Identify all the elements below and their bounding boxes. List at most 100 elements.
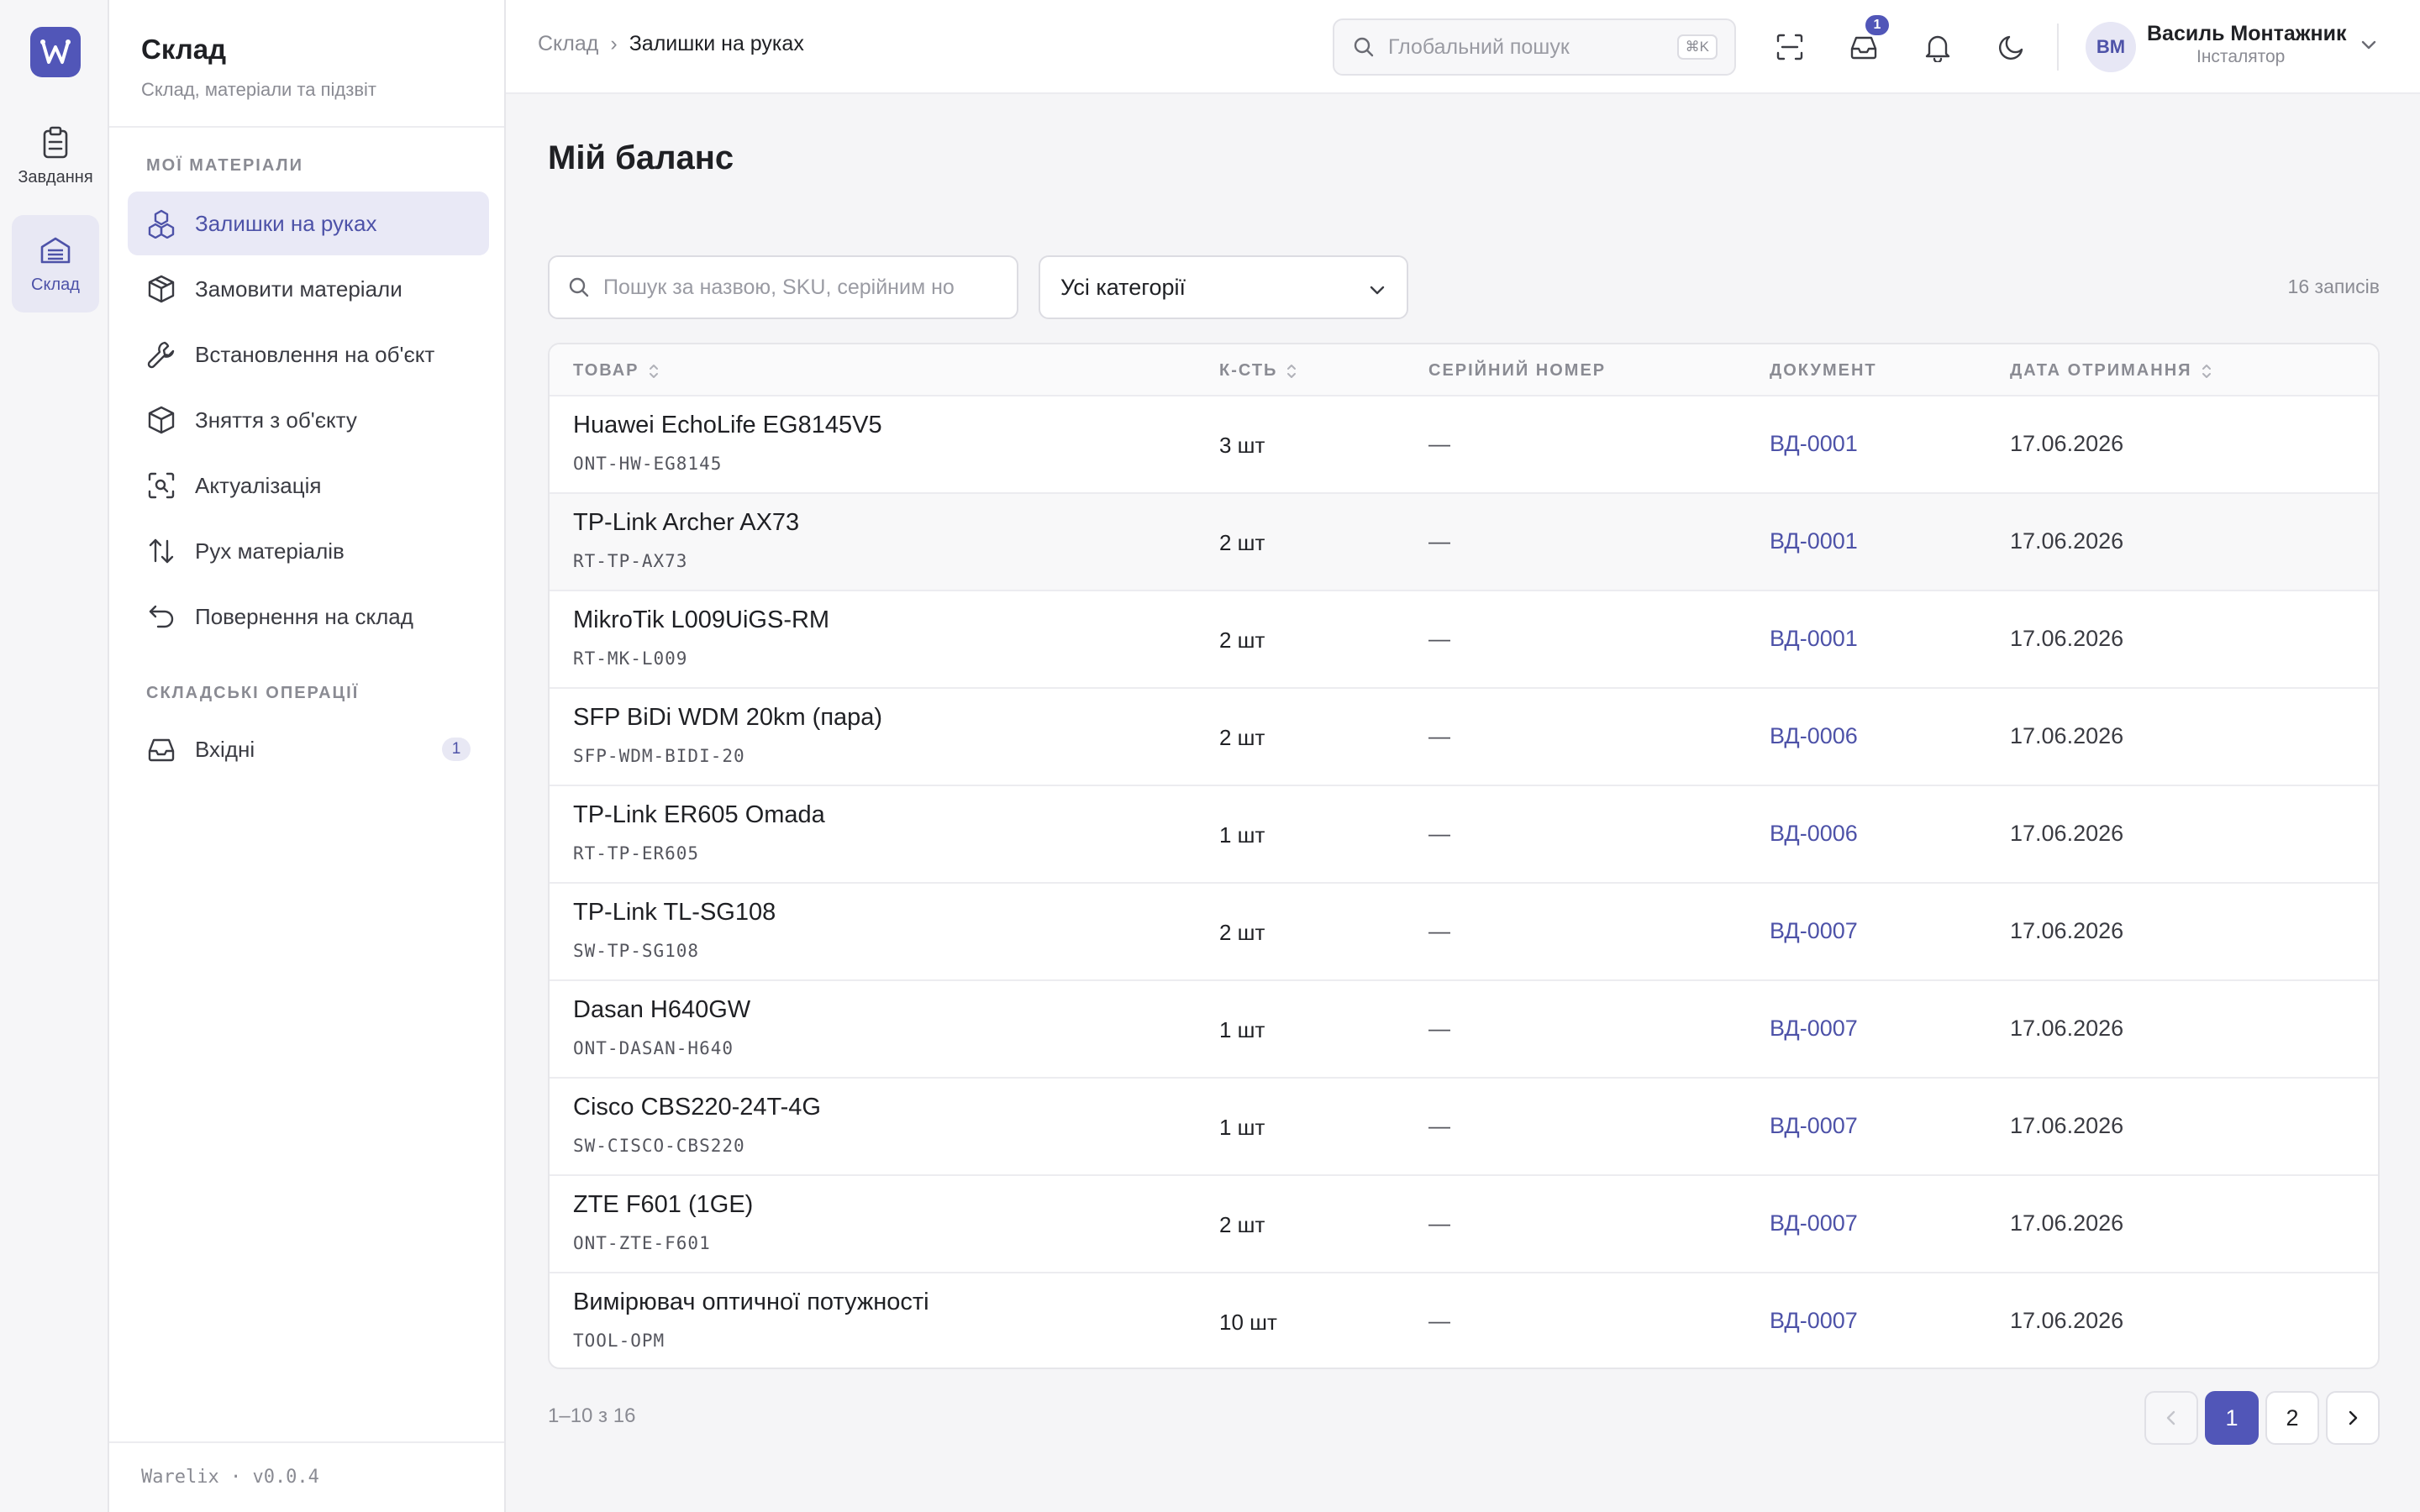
app-logo[interactable] <box>30 27 81 77</box>
document-link[interactable]: ВД-0007 <box>1770 1113 1858 1138</box>
received-date: 17.06.2026 <box>2010 723 2124 748</box>
item-name: MikroTik L009UiGS-RM <box>573 606 830 633</box>
undo-icon <box>146 601 176 632</box>
notifications-button[interactable] <box>1919 29 1956 66</box>
rail-item-tasks[interactable]: Завдання <box>12 108 99 205</box>
document-link[interactable]: ВД-0007 <box>1770 1308 1858 1333</box>
sidebar-item-inbound[interactable]: Вхідні 1 <box>128 717 489 781</box>
icon-rail: Завдання Склад <box>0 0 109 1512</box>
category-select[interactable]: Усі категорії <box>1039 255 1408 319</box>
item-sku: RT-TP-AX73 <box>573 551 688 571</box>
column-header-label: К-СТЬ <box>1219 361 1278 380</box>
scan-button[interactable] <box>1771 29 1808 66</box>
sort-icon <box>2202 364 2211 378</box>
nav-section-warehouse-ops: СКЛАДСЬКІ ОПЕРАЦІЇ <box>146 684 360 702</box>
search-icon <box>569 277 589 297</box>
avatar[interactable]: ВМ <box>2086 22 2136 72</box>
user-role: Інсталятор <box>2196 47 2286 66</box>
table-row[interactable]: TP-Link Archer AX73 RT-TP-AX73 2 шт — ВД… <box>550 494 2378 591</box>
item-sku: ONT-HW-EG8145 <box>573 454 723 474</box>
table-row[interactable]: Huawei EchoLife EG8145V5 ONT-HW-EG8145 3… <box>550 396 2378 494</box>
item-name: SFP BiDi WDM 20km (пара) <box>573 704 883 731</box>
item-serial: — <box>1428 1016 1450 1041</box>
column-header-document: ДОКУМЕНТ <box>1770 361 1877 381</box>
global-search-input[interactable]: Глобальний пошук ⌘K <box>1333 18 1736 76</box>
logo-w-icon <box>40 39 71 64</box>
sidebar-item-order-materials[interactable]: Замовити матеріали <box>128 257 489 321</box>
clipboard-icon <box>43 126 68 158</box>
document-link[interactable]: ВД-0001 <box>1770 626 1858 651</box>
rail-item-label: Склад <box>31 275 80 294</box>
received-date: 17.06.2026 <box>2010 1210 2124 1236</box>
sidebar-item-movements[interactable]: Рух матеріалів <box>128 519 489 583</box>
sidebar-item-actualization[interactable]: Актуалізація <box>128 454 489 517</box>
table-row[interactable]: Dasan H640GW ONT-DASAN-H640 1 шт — ВД-00… <box>550 981 2378 1079</box>
item-qty: 2 шт <box>1219 1212 1265 1237</box>
item-qty: 10 шт <box>1219 1310 1277 1335</box>
table-row[interactable]: Вимірювач оптичної потужності TOOL-OPM 1… <box>550 1273 2378 1368</box>
theme-toggle[interactable] <box>1993 29 2030 66</box>
document-link[interactable]: ВД-0001 <box>1770 528 1858 554</box>
document-link[interactable]: ВД-0007 <box>1770 1016 1858 1041</box>
records-count: 16 записів <box>2287 276 2380 297</box>
item-name: Dasan H640GW <box>573 996 751 1023</box>
rail-item-warehouse[interactable]: Склад <box>12 215 99 312</box>
package-minus-icon <box>146 405 176 435</box>
column-header-qty[interactable]: К-СТЬ <box>1219 361 1297 381</box>
item-name: Вимірювач оптичної потужності <box>573 1289 929 1315</box>
sidebar-item-return[interactable]: Повернення на склад <box>128 585 489 648</box>
prev-page-button[interactable] <box>2144 1391 2198 1445</box>
app-version: Warelix · v0.0.4 <box>141 1467 319 1488</box>
document-link[interactable]: ВД-0007 <box>1770 918 1858 943</box>
document-link[interactable]: ВД-0001 <box>1770 431 1858 456</box>
page-button[interactable]: 2 <box>2265 1391 2319 1445</box>
inbox-badge: 1 <box>1865 15 1889 35</box>
item-sku: TOOL-OPM <box>573 1331 666 1351</box>
table-row[interactable]: TP-Link TL-SG108 SW-TP-SG108 2 шт — ВД-0… <box>550 884 2378 981</box>
scan-icon <box>146 470 176 501</box>
top-bar: Склад › Залишки на руках Глобальний пошу… <box>506 0 2420 94</box>
inbox-icon <box>1850 36 1877 60</box>
sidebar-item-label: Залишки на руках <box>195 210 377 236</box>
shortcut-hint: ⌘K <box>1676 34 1718 60</box>
column-header-item[interactable]: ТОВАР <box>573 361 660 381</box>
breadcrumb-parent[interactable]: Склад <box>538 32 599 55</box>
document-link[interactable]: ВД-0006 <box>1770 723 1858 748</box>
item-qty: 1 шт <box>1219 1115 1265 1140</box>
received-date: 17.06.2026 <box>2010 1016 2124 1041</box>
table-row[interactable]: SFP BiDi WDM 20km (пара) SFP-WDM-BIDI-20… <box>550 689 2378 786</box>
breadcrumb-separator: › <box>610 32 618 55</box>
user-name[interactable]: Василь Монтажник <box>2147 22 2347 45</box>
page-button[interactable]: 1 <box>2205 1391 2259 1445</box>
item-qty: 2 шт <box>1219 627 1265 653</box>
document-link[interactable]: ВД-0007 <box>1770 1210 1858 1236</box>
document-link[interactable]: ВД-0006 <box>1770 821 1858 846</box>
table-header: ТОВАР К-СТЬ СЕРІЙНИЙ НОМЕР ДОКУМЕНТ ДАТА… <box>550 344 2378 396</box>
column-header-label: ДОКУМЕНТ <box>1770 361 1877 380</box>
item-qty: 1 шт <box>1219 1017 1265 1042</box>
item-sku: SW-TP-SG108 <box>573 941 700 961</box>
column-header-label: СЕРІЙНИЙ НОМЕР <box>1428 361 1607 380</box>
table-row[interactable]: TP-Link ER605 Omada RT-TP-ER605 1 шт — В… <box>550 786 2378 884</box>
sort-icon <box>649 364 658 378</box>
column-header-date[interactable]: ДАТА ОТРИМАННЯ <box>2010 361 2212 381</box>
item-qty: 2 шт <box>1219 725 1265 750</box>
item-sku: SW-CISCO-CBS220 <box>573 1136 745 1156</box>
table-search-input[interactable]: Пошук за назвою, SKU, серійним но <box>548 255 1018 319</box>
sidebar-item-label: Повернення на склад <box>195 603 413 629</box>
sidebar-item-on-hand[interactable]: Залишки на руках <box>128 192 489 255</box>
item-name: TP-Link ER605 Omada <box>573 801 825 828</box>
item-serial: — <box>1428 821 1450 846</box>
user-menu-chevron[interactable] <box>2358 34 2380 60</box>
warehouse-icon <box>40 237 71 263</box>
table-row[interactable]: MikroTik L009UiGS-RM RT-MK-L009 2 шт — В… <box>550 591 2378 689</box>
table-row[interactable]: ZTE F601 (1GE) ONT-ZTE-F601 2 шт — ВД-00… <box>550 1176 2378 1273</box>
chevron-right-icon <box>2349 1410 2358 1425</box>
divider <box>109 126 504 128</box>
inbox-button[interactable]: 1 <box>1845 15 1889 66</box>
sidebar-item-removal[interactable]: Зняття з об'єкту <box>128 388 489 452</box>
item-serial: — <box>1428 1210 1450 1236</box>
sidebar-item-install[interactable]: Встановлення на об'єкт <box>128 323 489 386</box>
table-row[interactable]: Cisco CBS220-24T-4G SW-CISCO-CBS220 1 шт… <box>550 1079 2378 1176</box>
next-page-button[interactable] <box>2326 1391 2380 1445</box>
